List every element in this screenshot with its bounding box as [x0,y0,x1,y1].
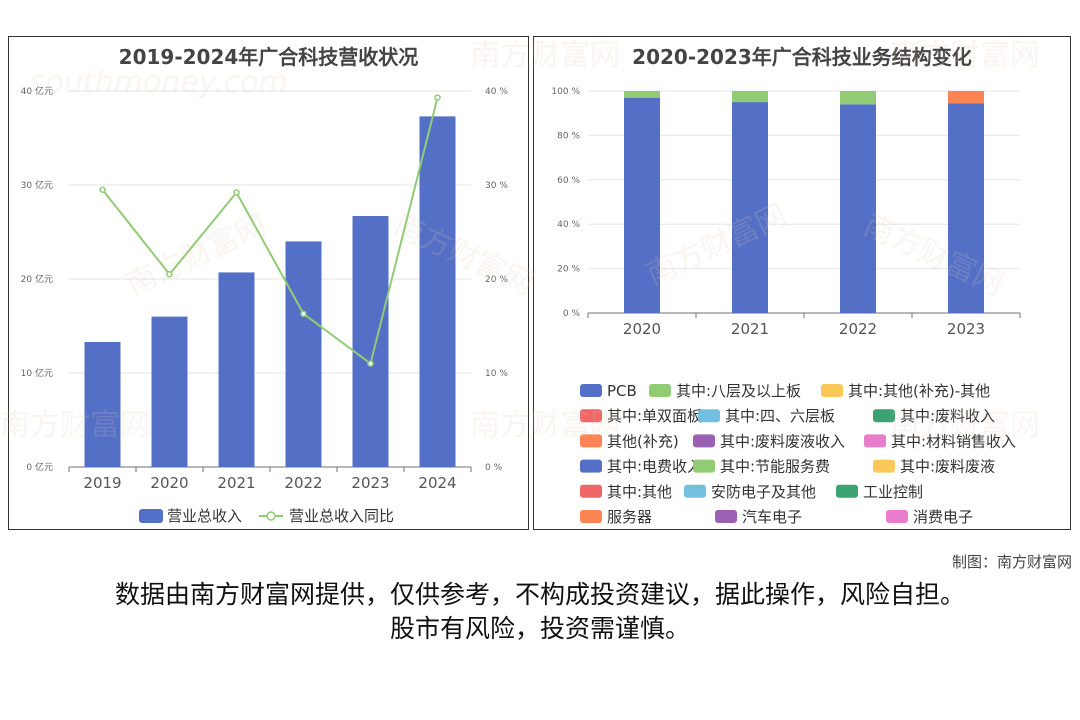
legend-swatch [649,384,671,397]
legend-swatch [864,434,886,448]
revenue-bar [151,316,188,467]
y-tick-label: 60 % [557,176,580,186]
legend-swatch [580,510,602,523]
growth-rate-point [434,94,441,101]
legend-swatch [698,409,720,423]
legend-label: 其中:其他 [607,483,672,501]
growth-rate-point [300,310,307,318]
legend-label: 其中:单双面板 [607,407,702,425]
x-tick-label: 2024 [418,474,456,492]
revenue-bar [352,216,389,467]
disclaimer-line-1: 数据由南方财富网提供，仅供参考，不构成投资建议，据此操作，风险自担。 [114,580,965,609]
legend-swatch-growth-dot [266,511,276,521]
y-right-tick-label: 0 % [485,463,503,473]
y-right-tick-label: 20 % [485,275,508,285]
disclaimer: 数据由南方财富网提供，仅供参考，不构成投资建议，据此操作，风险自担。 股市有风险… [0,578,1080,646]
growth-rate-point [367,360,374,367]
legend-label: 其中:八层及以上板 [676,382,801,400]
stacked-bar-segment [624,91,660,98]
x-tick-label: 2021 [731,320,769,338]
growth-rate-point [233,189,240,196]
stacked-bar-segment [840,104,876,313]
legend-label: 其中:材料销售收入 [891,432,1016,450]
stacked-bar-segment [624,97,660,313]
legend-swatch [886,510,908,523]
x-tick-label: 2023 [947,320,985,338]
chart-credit: 制图：南方财富网 [951,553,1072,571]
x-tick-label: 2021 [217,474,255,492]
y-left-tick-label: 40 亿元 [21,85,53,97]
legend-swatch [580,409,602,423]
legend-swatch [580,434,602,448]
legend-label: 其他(补充) [607,432,679,450]
legend-label: 消费电子 [913,508,973,526]
y-tick-label: 80 % [557,131,580,141]
legend-swatch [580,384,602,397]
legend-label-revenue: 营业总收入 [167,507,242,525]
legend-swatch [693,434,715,448]
y-left-tick-label: 10 亿元 [21,367,53,379]
y-left-tick-label: 0 亿元 [26,461,53,473]
revenue-bar [419,116,456,467]
y-tick-label: 100 % [551,87,580,97]
legend-swatch [693,459,715,473]
legend-swatch [580,459,602,473]
legend-swatch [684,484,706,498]
disclaimer-line-2: 股市有风险，投资需谨慎。 [389,614,690,643]
y-left-tick-label: 30 亿元 [21,179,53,191]
legend-label: 其中:废料废液收入 [720,432,845,450]
legend-swatch [873,459,895,473]
revenue-chart-panel: 2019-2024年广合科技营收状况 0 亿元 10 亿元 20 亿元 30 亿元 40… [8,36,529,530]
legend-label: PCB [607,382,637,400]
growth-rate-point [166,271,173,278]
legend-label: 其中:其他(补充)-其他 [848,382,990,400]
y-tick-label: 40 % [557,220,580,230]
stacked-bar-segment [840,91,876,105]
legend-label: 安防电子及其他 [711,483,816,501]
legend-swatch [873,409,895,423]
stacked-bar-segment [732,91,768,103]
legend-label: 工业控制 [863,483,923,501]
x-tick-label: 2020 [150,474,188,492]
legend-label-growth: 营业总收入同比 [289,507,394,525]
structure-chart-title: 2020-2023年广合科技业务结构变化 [632,45,972,69]
legend-label: 其中:废料收入 [900,407,995,425]
y-right-tick-label: 30 % [485,181,508,191]
legend-swatch [836,484,858,498]
x-tick-label: 2023 [351,474,389,492]
y-right-tick-label: 10 % [485,369,508,379]
legend-swatch [580,484,602,498]
stacked-bar-segment [732,102,768,313]
legend-label: 其中:电费收入 [607,458,702,476]
legend-swatch [821,384,843,397]
legend-swatch-revenue [139,509,163,523]
structure-chart-panel: 2020-2023年广合科技业务结构变化 0 % 20 % 40 % 60 % 80 %… [533,36,1071,530]
y-tick-label: 20 % [557,265,580,275]
revenue-bar [285,241,322,467]
x-tick-label: 2019 [83,474,121,492]
revenue-chart-svg: 0 亿元 10 亿元 20 亿元 30 亿元 40 亿元 0 % 10 % 20 % 30 % 4… [21,85,509,525]
stacked-bar-segment [948,91,984,104]
legend-label: 其中:节能服务费 [720,458,830,476]
y-tick-label: 0 % [563,309,581,319]
structure-chart-svg: 0 % 20 % 40 % 60 % 80 % 100 % 2020 2021 2022 2023… [551,87,1021,526]
revenue-bar [218,272,255,467]
growth-rate-line [101,97,439,366]
x-tick-label: 2022 [839,320,877,338]
growth-rate-point [99,186,106,193]
y-left-tick-label: 20 亿元 [21,273,53,285]
x-tick-label: 2022 [284,474,322,492]
revenue-bar [84,341,121,467]
revenue-chart-title: 2019-2024年广合科技营收状况 [118,45,419,69]
legend-label: 其中:四、六层板 [725,407,835,425]
legend-label: 服务器 [607,508,652,526]
legend-swatch [715,510,737,523]
legend-label: 汽车电子 [742,508,802,526]
y-right-tick-label: 40 % [485,87,508,97]
stacked-bar-segment [948,103,984,314]
x-tick-label: 2020 [623,320,661,338]
legend-label: 其中:废料废液 [900,458,995,476]
